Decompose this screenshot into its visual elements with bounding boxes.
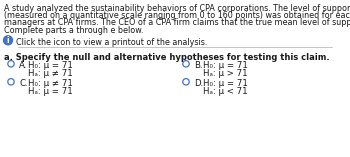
Text: . . .: . . . [169,38,181,44]
Text: H₀: μ = 71: H₀: μ = 71 [203,79,248,88]
Text: H₀: μ ≠ 71: H₀: μ ≠ 71 [28,79,73,88]
Text: Hₐ: μ < 71: Hₐ: μ < 71 [203,87,248,96]
Text: a. Specify the null and alternative hypotheses for testing this claim.: a. Specify the null and alternative hypo… [4,53,330,62]
Text: (measured on a quantitative scale ranging from 0 to 160 points) was obtained for: (measured on a quantitative scale rangin… [4,11,350,20]
Text: Click the icon to view a printout of the analysis.: Click the icon to view a printout of the… [16,38,207,47]
Text: Hₐ: μ ≠ 71: Hₐ: μ ≠ 71 [28,69,73,78]
Text: Hₐ: μ = 71: Hₐ: μ = 71 [28,87,73,96]
Circle shape [4,36,13,45]
Text: A.: A. [19,61,27,70]
Text: managers at CPA firms. The CEO of a CPA firm claims that the true mean level of : managers at CPA firms. The CEO of a CPA … [4,18,350,27]
Text: Hₐ: μ > 71: Hₐ: μ > 71 [203,69,248,78]
Text: B.: B. [194,61,203,70]
Text: H₀: μ = 71: H₀: μ = 71 [28,61,73,70]
Text: D.: D. [194,79,203,88]
Text: i: i [7,36,9,45]
Text: H₀: μ = 71: H₀: μ = 71 [203,61,248,70]
Text: A study analyzed the sustainability behaviors of CPA corporations. The level of : A study analyzed the sustainability beha… [4,4,350,13]
Text: C.: C. [19,79,28,88]
Text: Complete parts a through e below.: Complete parts a through e below. [4,26,143,35]
